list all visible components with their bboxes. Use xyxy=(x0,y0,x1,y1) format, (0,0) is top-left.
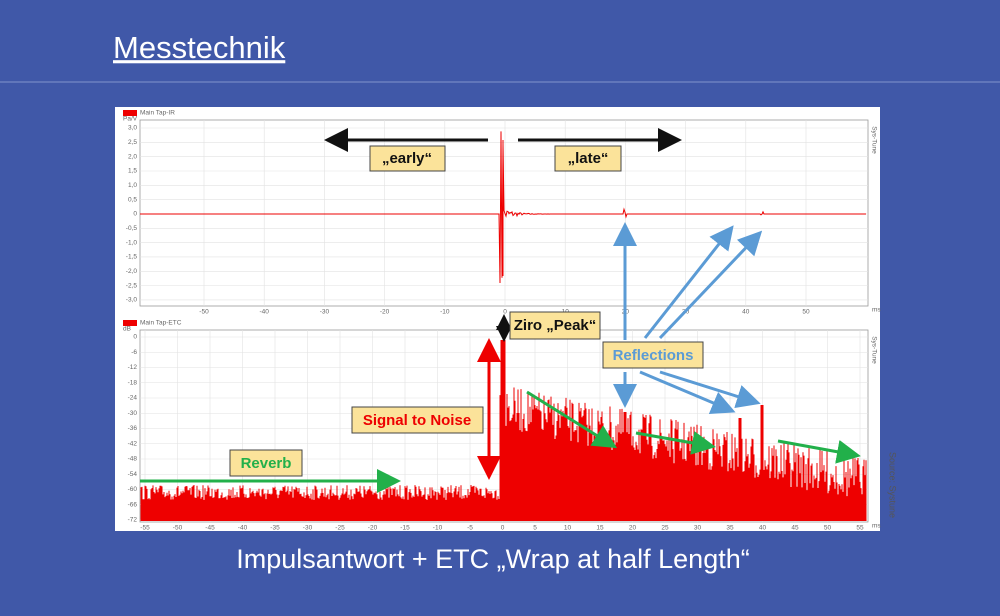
y-tick-label: -72 xyxy=(128,517,138,524)
y-tick-label: -18 xyxy=(128,379,138,386)
legend-swatch xyxy=(123,110,137,116)
y-tick-label: -0,5 xyxy=(126,225,138,232)
x-tick-label: -40 xyxy=(259,309,269,316)
x-tick-label: 50 xyxy=(824,525,832,532)
source: Source: Systune xyxy=(888,452,898,518)
y-tick-label: -54 xyxy=(128,471,138,478)
x-tick-label: 5 xyxy=(533,525,537,532)
y-tick-label: 0 xyxy=(133,211,137,218)
y-tick-label: -36 xyxy=(128,425,138,432)
x-tick-label: 0 xyxy=(501,525,505,532)
x-tick-label: -5 xyxy=(467,525,473,532)
x-tick-label: 0 xyxy=(503,309,507,316)
snr-label: Signal to Noise xyxy=(363,412,471,429)
x-tick-label: 30 xyxy=(694,525,702,532)
y-tick-label: -1,0 xyxy=(126,239,138,246)
x-tick-label: 40 xyxy=(759,525,767,532)
impulse-trace xyxy=(140,131,866,284)
y-tick-label: 1,0 xyxy=(128,182,137,189)
y-tick-label: -1,5 xyxy=(126,254,138,261)
x-tick-label: -10 xyxy=(440,309,450,316)
y-tick-label: 0,5 xyxy=(128,196,137,203)
late-box xyxy=(554,145,622,172)
y-tick-label: -6 xyxy=(131,349,137,356)
y-tick-label: -24 xyxy=(128,395,138,402)
x-tick-label: 20 xyxy=(629,525,637,532)
x-tick-label: -30 xyxy=(320,309,330,316)
x-tick-label: 15 xyxy=(596,525,604,532)
caption: Impulsantwort + ETC „Wrap at half Length… xyxy=(236,544,749,574)
legend-swatch xyxy=(123,320,137,326)
x-tick-label: 45 xyxy=(791,525,799,532)
reflections-box xyxy=(602,341,704,369)
x-tick-label: -10 xyxy=(433,525,443,532)
x-tick-label: 25 xyxy=(661,525,669,532)
legend-label: Main Tap-ETC xyxy=(140,320,182,327)
x-tick-label: -20 xyxy=(368,525,378,532)
x-tick-label: -50 xyxy=(173,525,183,532)
x-tick-label: 55 xyxy=(856,525,864,532)
y-tick-label: 1,5 xyxy=(128,168,137,175)
y-tick-label: 3,0 xyxy=(128,125,137,132)
x-tick-label: 50 xyxy=(802,309,810,316)
reflections-label: Reflections xyxy=(613,347,694,364)
decay-arrows xyxy=(140,390,861,493)
x-tick-label: -40 xyxy=(238,525,248,532)
y-unit: dB xyxy=(123,326,131,333)
x-tick-label: -55 xyxy=(140,525,150,532)
y-tick-label: -30 xyxy=(128,410,138,417)
y-tick-label: 0 xyxy=(133,334,137,341)
y-tick-label: -42 xyxy=(128,440,138,447)
x-tick-label: 35 xyxy=(726,525,734,532)
y-unit: Pa/V xyxy=(123,116,138,123)
reverb-label: Reverb xyxy=(241,455,292,472)
x-unit: ms xyxy=(872,307,881,314)
y-tick-label: -48 xyxy=(128,456,138,463)
x-tick-label: -50 xyxy=(199,309,209,316)
x-tick-label: -15 xyxy=(400,525,410,532)
y-tick-label: -60 xyxy=(128,486,138,493)
x-tick-label: 10 xyxy=(564,525,572,532)
y-tick-label: -3,0 xyxy=(126,297,138,304)
y-tick-label: -2,5 xyxy=(126,282,138,289)
x-unit: ms xyxy=(872,523,881,530)
x-tick-label: -20 xyxy=(380,309,390,316)
early-label: „early“ xyxy=(382,150,432,167)
peak-label: Ziro „Peak“ xyxy=(514,317,597,334)
etc-trace xyxy=(140,340,867,521)
brand: Sys-Tune xyxy=(870,336,877,364)
reflection-arrows xyxy=(613,222,763,415)
y-tick-label: -66 xyxy=(128,501,138,508)
reverb-box xyxy=(229,449,303,477)
x-tick-label: -25 xyxy=(335,525,345,532)
late-label: „late“ xyxy=(568,150,609,167)
y-tick-label: 2,5 xyxy=(128,139,137,146)
slide-title: Messtechnik xyxy=(113,30,286,65)
x-tick-label: -30 xyxy=(303,525,313,532)
x-tick-label: 40 xyxy=(742,309,750,316)
peak-box xyxy=(509,311,601,340)
legend-label: Main Tap-IR xyxy=(140,110,175,117)
y-tick-label: 2,0 xyxy=(128,153,137,160)
y-tick-label: -12 xyxy=(128,364,138,371)
brand: Sys-Tune xyxy=(870,126,877,154)
x-tick-label: -45 xyxy=(205,525,215,532)
snr-box xyxy=(351,406,484,434)
plot-area xyxy=(139,119,869,307)
y-tick-label: -2,0 xyxy=(126,268,138,275)
early-box xyxy=(369,145,446,172)
x-tick-label: -35 xyxy=(270,525,280,532)
